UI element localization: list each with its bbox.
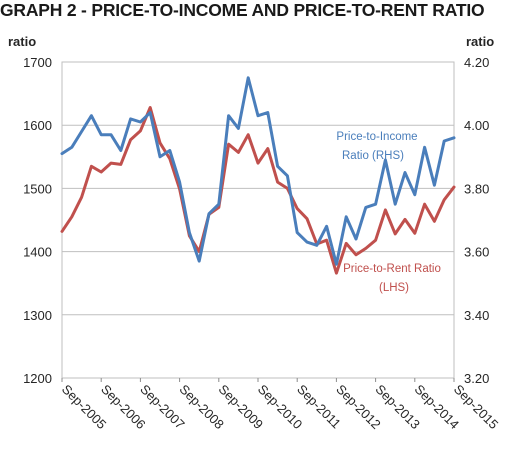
- left-tick-label: 1400: [23, 245, 52, 260]
- left-tick-label: 1500: [23, 181, 52, 196]
- left-tick-label: 1200: [23, 371, 52, 386]
- right-tick-label: 3.40: [464, 308, 489, 323]
- right-tick-label: 3.60: [464, 245, 489, 260]
- chart-title: GRAPH 2 - PRICE-TO-INCOME AND PRICE-TO-R…: [0, 0, 485, 20]
- series-annotation-income: Ratio (RHS): [342, 150, 404, 162]
- left-tick-label: 1700: [23, 55, 52, 70]
- left-axis-label: ratio: [8, 34, 36, 49]
- series-annotation-rent: Price-to-Rent Ratio: [343, 263, 441, 275]
- series-annotation-rent: (LHS): [379, 282, 409, 294]
- right-tick-label: 3.80: [464, 181, 489, 196]
- right-axis-label: ratio: [466, 34, 494, 49]
- series-line-price-to-income: [60, 76, 456, 266]
- series-annotation-income: Price-to-Income: [336, 131, 417, 143]
- plot-area: [61, 61, 455, 379]
- series-line-price-to-rent: [60, 106, 456, 275]
- right-tick-label: 4.00: [464, 118, 489, 133]
- right-tick-label: 4.20: [464, 55, 489, 70]
- left-tick-label: 1600: [23, 118, 52, 133]
- left-tick-label: 1300: [23, 308, 52, 323]
- right-tick-label: 3.20: [464, 371, 489, 386]
